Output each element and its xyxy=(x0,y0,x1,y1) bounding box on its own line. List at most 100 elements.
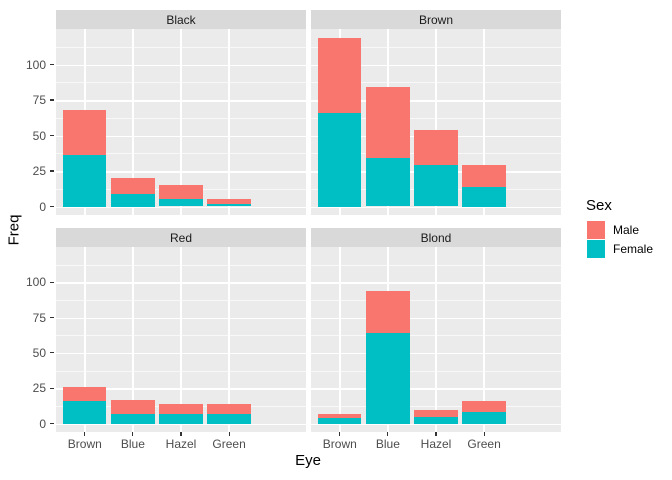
facet-strip-label: Blond xyxy=(420,230,452,245)
bar-red-blue-male xyxy=(111,399,155,414)
x-tick-label-brown: Brown xyxy=(67,437,102,451)
x-tick-label-hazel: Hazel xyxy=(165,437,197,451)
x-axis-title: Eye xyxy=(295,452,321,469)
bar-black-hazel-male xyxy=(159,185,203,200)
bar-red-brown-female xyxy=(63,401,107,424)
facet-strip-black: Black xyxy=(56,10,306,29)
gridline-vertical xyxy=(435,247,437,432)
y-tick-mark xyxy=(50,63,54,66)
gridline-vertical xyxy=(339,247,341,432)
bar-black-green-male xyxy=(207,199,251,204)
bar-red-green-female xyxy=(207,413,251,424)
y-tick-mark xyxy=(50,205,54,208)
bar-brown-blue-male xyxy=(366,87,410,159)
y-tick-label: 0 xyxy=(39,199,46,214)
bar-blond-brown-female xyxy=(318,417,362,424)
x-tick-label-green: Green xyxy=(467,437,501,451)
bar-red-hazel-male xyxy=(159,403,203,414)
bar-brown-green-male xyxy=(462,165,506,187)
bar-blond-blue-male xyxy=(366,290,410,334)
y-tick-label: 50 xyxy=(32,128,46,143)
y-axis-title: Freq xyxy=(5,214,23,246)
y-tick-label: 75 xyxy=(32,93,46,107)
x-tick-label-blue: Blue xyxy=(375,437,400,451)
y-tick-label: 25 xyxy=(32,381,46,396)
x-tick-mark xyxy=(228,432,230,436)
facet-panel-brown xyxy=(311,29,561,215)
facet-strip-label: Black xyxy=(166,12,196,27)
y-tick-label: 100 xyxy=(25,275,46,290)
gridline-vertical xyxy=(228,247,230,432)
bar-black-green-female xyxy=(207,203,251,207)
bar-blond-green-female xyxy=(462,412,506,424)
y-tick-mark xyxy=(50,134,54,137)
y-tick-label: 75 xyxy=(32,310,46,325)
bar-blond-blue-female xyxy=(366,333,410,424)
bar-red-green-male xyxy=(207,403,251,414)
facet-strip-red: Red xyxy=(56,228,306,247)
y-tick-mark xyxy=(50,281,54,283)
bar-black-hazel-female xyxy=(159,199,203,207)
gridline-vertical xyxy=(483,29,485,215)
bar-red-blue-female xyxy=(111,413,155,424)
x-tick-mark xyxy=(387,432,389,436)
bar-black-blue-female xyxy=(111,193,155,207)
x-tick-label-blue: Blue xyxy=(120,437,145,451)
bar-brown-blue-female xyxy=(366,158,410,207)
x-tick-mark xyxy=(84,432,86,436)
legend-title: Sex xyxy=(586,197,612,214)
x-tick-label-green: Green xyxy=(212,437,246,451)
y-tick-mark xyxy=(50,99,54,101)
x-tick-label-brown: Brown xyxy=(322,437,357,451)
x-tick-mark xyxy=(132,432,134,436)
facet-panel-blond xyxy=(311,247,561,432)
y-tick-mark xyxy=(50,423,54,425)
y-tick-label: 0 xyxy=(39,416,46,431)
bar-black-blue-male xyxy=(111,178,155,194)
gridline-vertical xyxy=(132,247,134,432)
bar-blond-green-male xyxy=(462,401,506,413)
y-tick-mark xyxy=(50,317,54,319)
y-tick-mark xyxy=(50,387,54,389)
bar-red-brown-male xyxy=(63,386,107,401)
facet-panel-black xyxy=(56,29,306,215)
x-tick-mark xyxy=(339,432,341,436)
gridline-vertical xyxy=(228,29,230,215)
y-tick-mark xyxy=(50,352,54,354)
y-tick-label: 100 xyxy=(25,57,46,72)
x-tick-label-hazel: Hazel xyxy=(420,437,452,451)
bar-black-brown-male xyxy=(63,109,107,156)
legend-key-male xyxy=(587,221,605,239)
facet-panel-red xyxy=(56,247,306,432)
bar-black-brown-female xyxy=(63,155,107,207)
legend-label-female: Female xyxy=(613,242,654,256)
gridline-vertical xyxy=(435,29,437,215)
bar-brown-hazel-male xyxy=(414,129,458,166)
bar-red-hazel-female xyxy=(159,413,203,424)
bar-blond-hazel-female xyxy=(414,416,458,424)
x-tick-mark xyxy=(435,432,437,436)
bar-brown-brown-male xyxy=(318,37,362,113)
legend-key-female xyxy=(587,240,605,258)
y-tick-mark xyxy=(50,170,54,172)
facet-strip-label: Red xyxy=(169,230,192,245)
gridline-vertical xyxy=(132,29,134,215)
gridline-vertical xyxy=(180,247,182,432)
legend-label-male: Male xyxy=(613,223,640,237)
gridline-vertical xyxy=(84,247,86,432)
facet-strip-blond: Blond xyxy=(311,228,561,247)
bar-brown-green-female xyxy=(462,186,506,207)
y-tick-label: 25 xyxy=(32,164,46,178)
x-tick-mark xyxy=(180,432,182,436)
bar-blond-hazel-male xyxy=(414,409,458,417)
bar-brown-brown-female xyxy=(318,112,362,207)
gridline-vertical xyxy=(180,29,182,215)
gridline-vertical xyxy=(483,247,485,432)
bar-brown-hazel-female xyxy=(414,165,458,207)
x-tick-mark xyxy=(483,432,485,436)
bar-blond-brown-male xyxy=(318,413,362,418)
facet-strip-brown: Brown xyxy=(311,10,561,29)
y-tick-label: 50 xyxy=(32,345,46,360)
facet-strip-label: Brown xyxy=(418,12,453,27)
